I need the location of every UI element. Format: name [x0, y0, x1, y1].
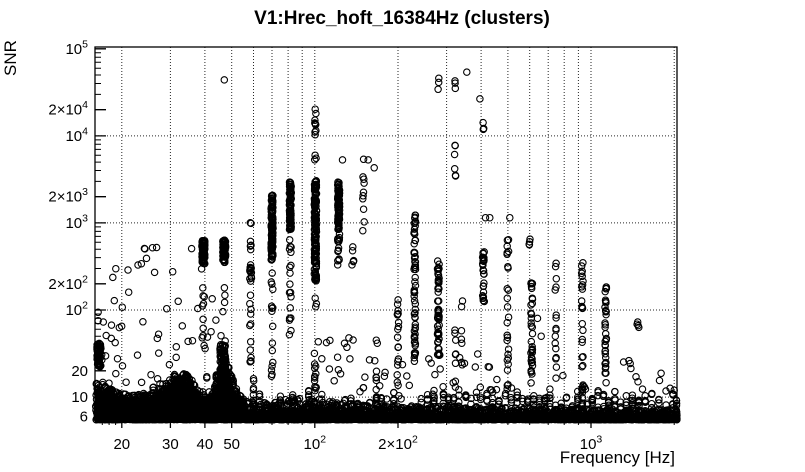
- data-points: [91, 68, 681, 424]
- y-axis-title: SNR: [1, 40, 20, 76]
- plot-layer: 20 30 40 50 102 2×102 103610201022×1021032×103…: [48, 38, 681, 453]
- chart-title: V1:Hrec_hoft_16384Hz (clusters): [254, 8, 550, 29]
- x-axis-title: Frequency [Hz]: [560, 448, 675, 467]
- tick-labels: 20 30 40 50 102 2×102 103610201022×1021032×103…: [48, 38, 602, 453]
